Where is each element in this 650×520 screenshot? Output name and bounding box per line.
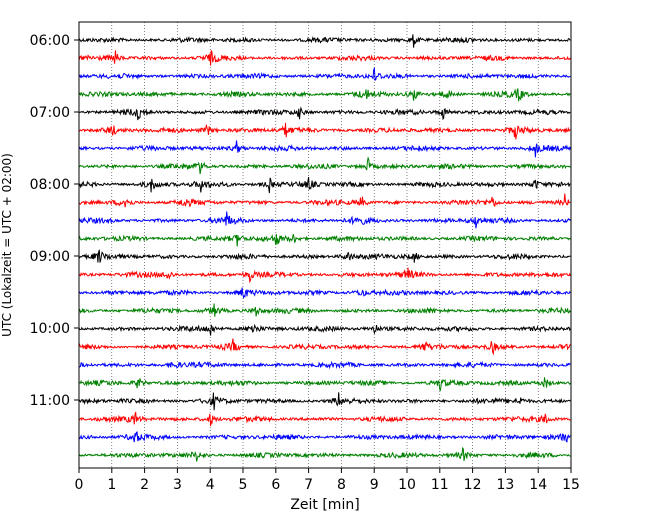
trace-1030 bbox=[78, 392, 571, 411]
y-axis-label: UTC (Lokalzeit = UTC + 02:00) bbox=[0, 153, 14, 337]
y-tick-label-0600: 06:00 bbox=[30, 33, 70, 49]
trace-0800 bbox=[78, 211, 571, 229]
trace-0645 bbox=[78, 122, 571, 140]
plot-frame bbox=[78, 21, 572, 469]
x-tick-label-14: 14 bbox=[529, 477, 547, 493]
x-tick-label-15: 15 bbox=[562, 477, 580, 493]
x-tick-label-8: 8 bbox=[337, 477, 346, 493]
trace-0615 bbox=[78, 88, 571, 102]
y-tick-label-0900: 09:00 bbox=[30, 249, 70, 265]
grid-lines bbox=[111, 22, 539, 468]
trace-0600 bbox=[78, 66, 571, 81]
trace-0945 bbox=[78, 338, 571, 356]
trace-0930 bbox=[78, 323, 571, 336]
x-tick-label-9: 9 bbox=[370, 477, 379, 493]
x-axis-ticks: 0 1 2 3 4 5 6 7 8 9 10 11 12 13 14 15 bbox=[75, 468, 580, 493]
x-tick-label-13: 13 bbox=[496, 477, 514, 493]
trace-0815 bbox=[78, 233, 571, 247]
x-axis-label: Zeit [min] bbox=[290, 497, 359, 513]
x-tick-label-6: 6 bbox=[271, 477, 280, 493]
x-tick-label-11: 11 bbox=[431, 477, 449, 493]
x-tick-label-12: 12 bbox=[464, 477, 482, 493]
trace-0630 bbox=[78, 106, 571, 121]
trace-0915 bbox=[78, 303, 571, 317]
y-tick-label-0800: 08:00 bbox=[30, 177, 70, 193]
y-axis-ticks: 06:00 07:00 08:00 09:00 10:00 11:00 bbox=[30, 33, 79, 409]
trace-0745 bbox=[78, 193, 571, 208]
x-tick-label-4: 4 bbox=[206, 477, 215, 493]
trace-0845 bbox=[78, 267, 571, 284]
x-tick-label-2: 2 bbox=[140, 477, 149, 493]
trace-1115 bbox=[78, 446, 571, 462]
trace-0700 bbox=[78, 140, 571, 158]
x-tick-label-3: 3 bbox=[173, 477, 182, 493]
trace-1045 bbox=[78, 411, 571, 427]
trace-1015 bbox=[78, 377, 571, 392]
y-tick-label-0700: 07:00 bbox=[30, 105, 70, 121]
x-tick-label-5: 5 bbox=[239, 477, 248, 493]
x-tick-label-1: 1 bbox=[107, 477, 116, 493]
x-tick-label-0: 0 bbox=[75, 477, 84, 493]
trace-1100 bbox=[78, 431, 571, 443]
y-tick-label-1100: 11:00 bbox=[30, 393, 70, 409]
seismogram-traces bbox=[78, 34, 571, 462]
trace-0545 bbox=[78, 50, 571, 66]
trace-0545 bbox=[78, 34, 571, 48]
y-tick-label-1000: 10:00 bbox=[30, 321, 70, 337]
trace-0830 bbox=[78, 249, 571, 263]
trace-0715 bbox=[78, 156, 571, 175]
trace-0730 bbox=[78, 176, 571, 194]
x-tick-label-7: 7 bbox=[304, 477, 313, 493]
trace-0900 bbox=[78, 287, 571, 300]
x-tick-label-10: 10 bbox=[398, 477, 416, 493]
trace-1000 bbox=[78, 360, 571, 370]
